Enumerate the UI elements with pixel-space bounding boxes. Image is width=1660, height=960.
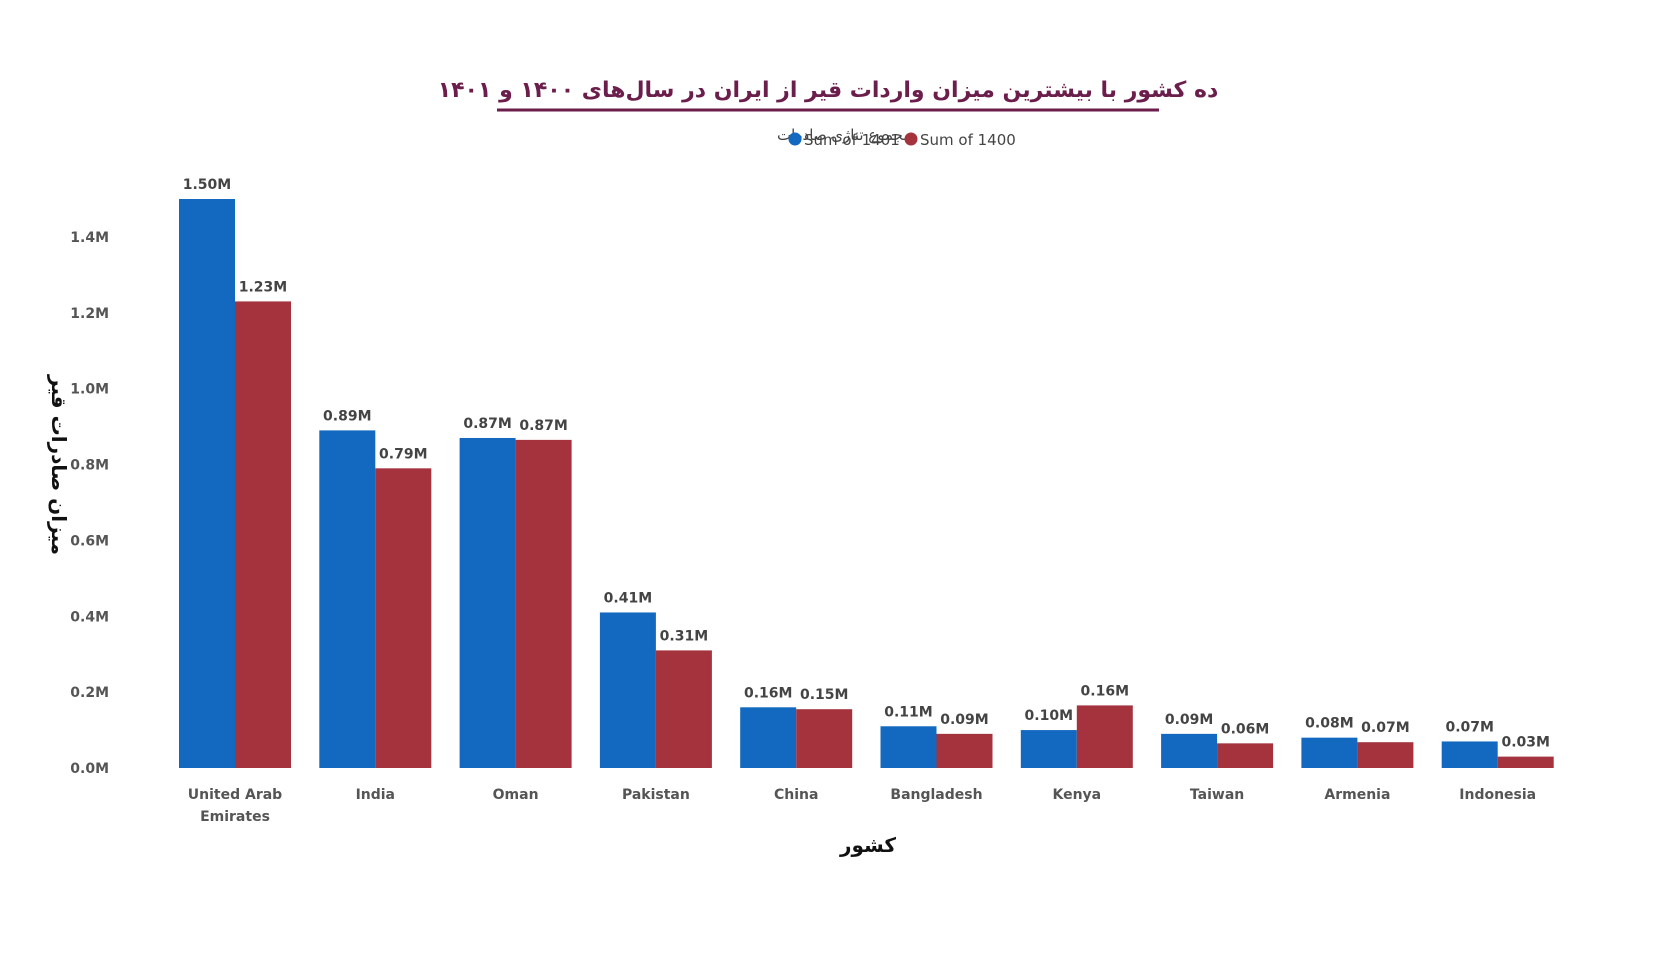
chart-title: ده کشور با بیشترین میزان واردات قیر از ا… xyxy=(438,78,1219,103)
x-category-label: Indonesia xyxy=(1459,787,1536,803)
bar-series-1-9 xyxy=(1441,741,1498,768)
bar-series-1-4 xyxy=(740,707,797,768)
y-tick-label: 1.0M xyxy=(70,382,109,398)
data-label-series-2-2: 0.87M xyxy=(519,418,567,434)
data-label-series-2-1: 0.79M xyxy=(379,446,427,462)
x-axis-title: کشور xyxy=(839,833,896,857)
bar-series-1-6 xyxy=(1020,730,1077,768)
data-label-series-1-6: 0.10M xyxy=(1025,708,1073,724)
bar-series-2-1 xyxy=(375,468,432,768)
x-category-label: Bangladesh xyxy=(890,787,982,803)
x-category-label: China xyxy=(774,787,818,803)
y-tick-label: 0.6M xyxy=(70,533,109,549)
data-label-series-1-2: 0.87M xyxy=(463,416,511,432)
x-category-label: United Arab xyxy=(188,787,282,803)
bar-series-2-2 xyxy=(515,439,572,768)
bar-series-1-5 xyxy=(880,726,937,768)
data-label-series-1-9: 0.07M xyxy=(1445,719,1493,735)
data-labels: 1.50M 1.23M 0.89M 0.79M 0.87M 0.87M 0.41M 0.31M… xyxy=(183,177,1550,751)
bar-series-2-3 xyxy=(655,650,712,768)
bar-series-2-6 xyxy=(1076,705,1133,768)
bar-series-2-4 xyxy=(796,709,853,768)
legend-label-series-1: Sum of 1401 xyxy=(804,131,900,149)
x-category-label: India xyxy=(356,787,395,803)
bar-series-1-0 xyxy=(179,199,235,768)
legend-marker-series-2 xyxy=(904,132,918,146)
bar-series-2-0 xyxy=(235,301,291,768)
data-label-series-1-8: 0.08M xyxy=(1305,716,1353,732)
x-category-label: Taiwan xyxy=(1190,787,1244,803)
y-tick-label: 0.0M xyxy=(70,761,109,777)
legend-marker-series-1 xyxy=(788,132,802,146)
y-tick-label: 0.2M xyxy=(70,685,109,701)
data-label-series-2-4: 0.15M xyxy=(800,687,848,703)
x-category-label: Oman xyxy=(493,787,539,803)
bar-series-2-7 xyxy=(1217,743,1274,768)
x-category-label: Pakistan xyxy=(622,787,690,803)
data-label-series-1-3: 0.41M xyxy=(604,590,652,606)
bar-series-1-2 xyxy=(459,437,516,768)
bar-series-2-5 xyxy=(936,733,993,768)
x-category-label: Armenia xyxy=(1324,787,1390,803)
data-label-series-2-9: 0.03M xyxy=(1501,735,1549,751)
bar-series-1-1 xyxy=(319,430,376,768)
data-label-series-2-6: 0.16M xyxy=(1081,683,1129,699)
bar-series-2-9 xyxy=(1497,756,1554,768)
y-tick-label: 1.2M xyxy=(70,306,109,322)
data-label-series-2-0: 1.23M xyxy=(239,279,287,295)
bar-series-2-8 xyxy=(1357,742,1414,768)
data-label-series-2-3: 0.31M xyxy=(660,628,708,644)
y-tick-label: 0.4M xyxy=(70,609,109,625)
data-label-series-1-0: 1.50M xyxy=(183,177,231,193)
y-tick-label: 1.4M xyxy=(70,230,109,246)
y-axis-ticks: 0.0M 0.2M 0.4M 0.6M 0.8M 1.0M 1.2M 1.4M xyxy=(70,230,109,777)
data-label-series-2-8: 0.07M xyxy=(1361,720,1409,736)
legend: مجموع تناژی صادرات Sum of 1401 Sum of 14… xyxy=(777,126,1016,149)
x-axis-categories: United Arab Emirates India Oman Pakistan Chin… xyxy=(188,787,1536,825)
bar-series-1-7 xyxy=(1161,733,1218,768)
bar-series-1-8 xyxy=(1301,737,1358,768)
x-category-label: Emirates xyxy=(200,809,270,825)
data-label-series-1-7: 0.09M xyxy=(1165,712,1213,728)
data-label-series-1-4: 0.16M xyxy=(744,685,792,701)
data-label-series-2-5: 0.09M xyxy=(940,712,988,728)
bar-series-1-3 xyxy=(599,612,656,768)
data-label-series-1-5: 0.11M xyxy=(884,704,932,720)
legend-title: مجموع تناژی صادرات xyxy=(777,126,911,144)
legend-label-series-2: Sum of 1400 xyxy=(920,131,1016,149)
y-axis-title: میزان صادرات قیر xyxy=(47,374,71,555)
y-tick-label: 0.8M xyxy=(70,458,109,474)
bars xyxy=(179,199,1554,768)
x-category-label: Kenya xyxy=(1052,787,1101,803)
data-label-series-1-1: 0.89M xyxy=(323,408,371,424)
data-label-series-2-7: 0.06M xyxy=(1221,721,1269,737)
